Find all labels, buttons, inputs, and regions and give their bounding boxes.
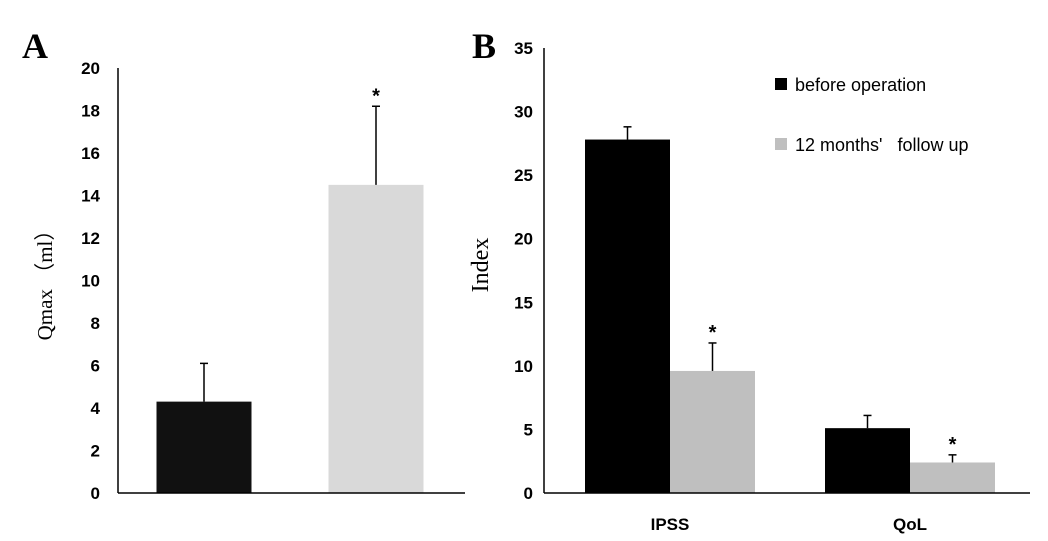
panel-b-y-tick-label: 15 — [514, 293, 533, 312]
panel-a-y-tick-label: 10 — [81, 272, 100, 291]
legend-swatch-follow-up — [775, 138, 787, 150]
panel-a-significance-marker: * — [372, 85, 380, 107]
panel-a-label: A — [22, 26, 48, 66]
panel-a-y-tick-label: 2 — [91, 442, 100, 461]
panel-b-bar — [825, 428, 910, 493]
panel-b-bar — [670, 370, 755, 493]
panel-b-bar — [910, 462, 995, 493]
panel-b-y-tick-label: 25 — [514, 166, 533, 185]
panel-a-y-axis-label: Qmax （ml） — [33, 220, 57, 341]
panel-b-y-ticks: 0 5 10 15 20 25 30 35 — [514, 39, 533, 503]
panel-b-bar — [585, 139, 670, 494]
panel-b-label: B — [472, 26, 496, 66]
panel-b-y-tick-label: 30 — [514, 103, 533, 122]
panel-a-y-tick-label: 8 — [91, 314, 100, 333]
panel-a-axes — [117, 68, 465, 494]
panel-b-y-tick-label: 5 — [524, 420, 533, 439]
panel-b-y-axis-label: Index — [468, 238, 494, 293]
panel-a-y-tick-label: 4 — [91, 399, 101, 418]
panel-b-axes — [543, 48, 1030, 494]
panel-b-significance-marker: * — [709, 322, 717, 344]
panel-a: A Qmax （ml） 0 2 4 6 8 10 12 14 16 18 20 * — [22, 26, 465, 503]
panel-a-bar — [328, 184, 424, 493]
legend-label-before-operation: before operation — [795, 75, 926, 95]
panel-b-y-tick-label: 35 — [514, 39, 533, 58]
panel-b-y-tick-label: 0 — [524, 484, 533, 503]
panel-a-y-tick-label: 14 — [81, 187, 100, 206]
panel-b-x-category-label: QoL — [893, 515, 927, 534]
panel-a-y-tick-label: 0 — [91, 484, 100, 503]
legend-label-follow-up: 12 months' follow up — [795, 135, 969, 155]
panel-a-bars: * — [156, 85, 424, 493]
panel-a-y-tick-label: 6 — [91, 357, 100, 376]
panel-b-x-categories: IPSS QoL — [651, 515, 927, 534]
panel-a-y-tick-label: 20 — [81, 59, 100, 78]
panel-b-x-category-label: IPSS — [651, 515, 690, 534]
panel-b-bars: ** — [585, 126, 995, 494]
panel-a-y-tick-label: 18 — [81, 102, 100, 121]
panel-b-y-tick-label: 10 — [514, 357, 533, 376]
panel-b-significance-marker: * — [949, 434, 957, 456]
panel-a-y-tick-label: 16 — [81, 144, 100, 163]
panel-a-y-tick-label: 12 — [81, 229, 100, 248]
panel-a-y-ticks: 0 2 4 6 8 10 12 14 16 18 20 — [81, 59, 100, 503]
panel-b-y-tick-label: 20 — [514, 230, 533, 249]
legend-swatch-before-operation — [775, 78, 787, 90]
panel-b-legend: before operation 12 months' follow up — [775, 75, 969, 155]
panel-a-bar — [156, 401, 252, 493]
